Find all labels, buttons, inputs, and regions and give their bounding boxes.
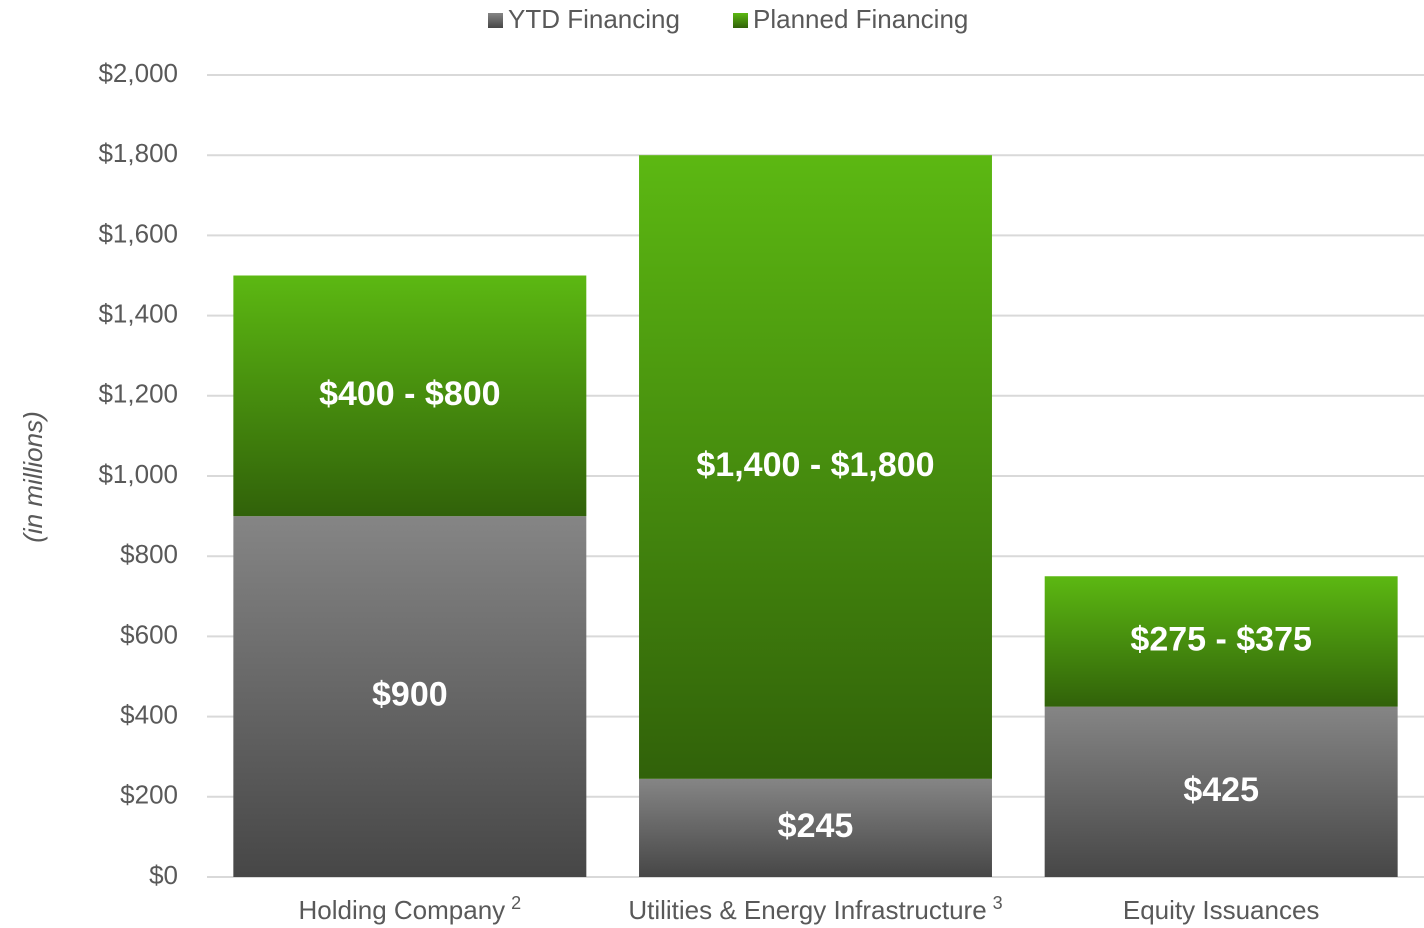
y-tick-label: $0 bbox=[149, 860, 178, 890]
y-tick-label: $1,800 bbox=[98, 138, 178, 168]
bar-shade bbox=[233, 516, 587, 877]
legend-label: YTD Financing bbox=[508, 4, 680, 34]
y-tick-label: $1,400 bbox=[98, 298, 178, 328]
x-tick-label: Holding Company 2 bbox=[298, 893, 521, 925]
category-name: Equity Issuances bbox=[1123, 895, 1320, 925]
category-name: Holding Company bbox=[298, 895, 505, 925]
data-label: $400 - $800 bbox=[319, 375, 501, 413]
bar-shade bbox=[1044, 706, 1398, 877]
bar-shade bbox=[233, 275, 587, 517]
footnote-marker: 2 bbox=[511, 893, 521, 913]
y-tick-label: $800 bbox=[120, 539, 178, 569]
y-axis-label: (in millions) bbox=[18, 411, 48, 542]
bar-shade bbox=[639, 778, 992, 877]
legend-label: Planned Financing bbox=[753, 4, 968, 34]
y-tick-label: $1,000 bbox=[98, 459, 178, 489]
data-label: $425 bbox=[1183, 771, 1259, 809]
data-label: $275 - $375 bbox=[1130, 620, 1312, 658]
y-tick-label: $400 bbox=[120, 699, 178, 729]
legend-swatch-shade bbox=[488, 13, 503, 28]
data-label: $1,400 - $1,800 bbox=[696, 446, 934, 484]
y-tick-label: $600 bbox=[120, 619, 178, 649]
x-tick-label: Equity Issuances bbox=[1123, 895, 1320, 925]
bar-shade bbox=[1044, 576, 1398, 707]
y-tick-label: $2,000 bbox=[98, 58, 178, 88]
category-name: Utilities & Energy Infrastructure bbox=[628, 895, 986, 925]
x-tick-label: Utilities & Energy Infrastructure 3 bbox=[628, 893, 1002, 925]
y-tick-label: $200 bbox=[120, 780, 178, 810]
footnote-marker: 3 bbox=[993, 893, 1003, 913]
data-label: $245 bbox=[778, 807, 854, 845]
y-tick-label: $1,200 bbox=[98, 379, 178, 409]
y-tick-label: $1,600 bbox=[98, 218, 178, 248]
data-label: $900 bbox=[372, 676, 448, 714]
bar-shade bbox=[639, 155, 992, 779]
legend-swatch-shade bbox=[733, 13, 748, 28]
